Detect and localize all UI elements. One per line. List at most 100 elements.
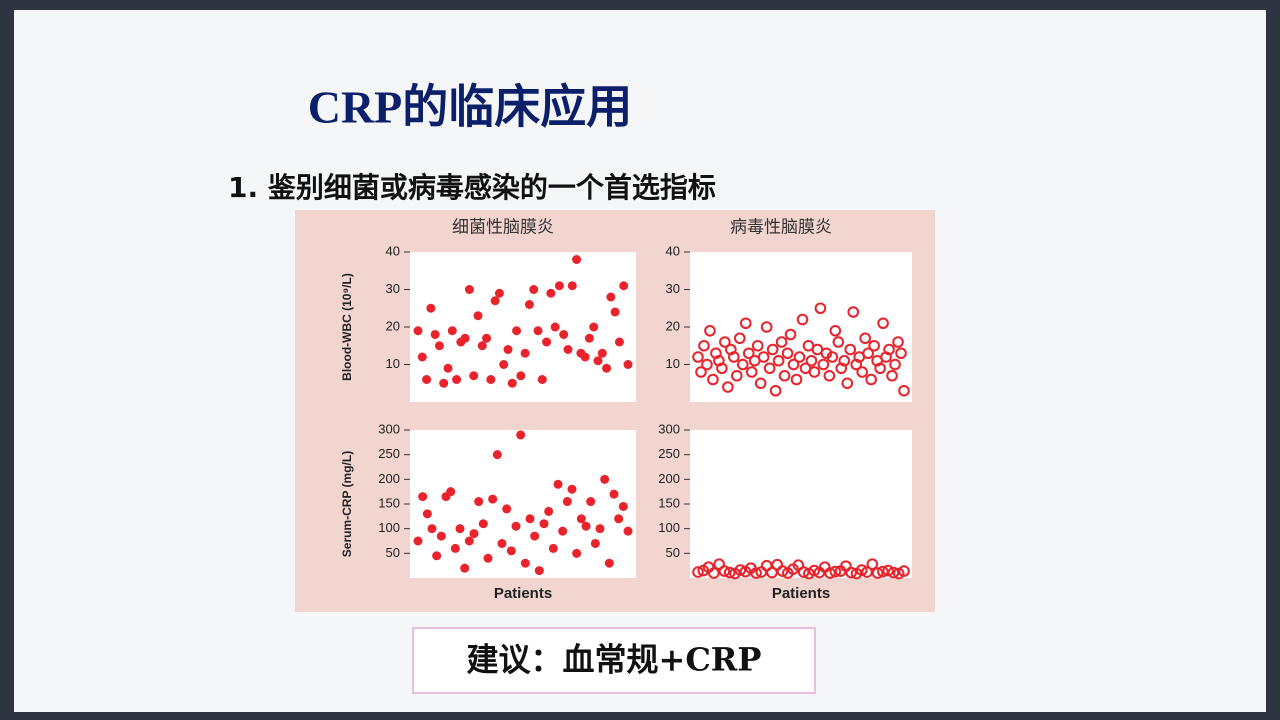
point [432,551,442,561]
point [483,553,493,563]
point [855,564,868,576]
y-tick-label: 30 [386,281,400,296]
point [898,565,910,577]
point [586,497,596,507]
y-tick-label: 30 [666,281,680,296]
point [719,336,731,348]
point [745,366,758,378]
plot-area [690,430,912,578]
point [567,484,577,494]
y-tick-label: 100 [378,520,400,535]
point [477,341,487,351]
point [861,566,873,578]
point [829,565,842,578]
point [882,564,894,577]
y-tick-label: 250 [658,446,680,461]
point [725,343,737,356]
point [614,514,624,524]
y-tick-label: 100 [658,520,680,535]
point [413,326,423,336]
point [548,543,558,553]
point [534,566,544,576]
point [750,567,762,579]
point [562,497,572,507]
point [539,519,549,529]
point [558,526,568,536]
point [447,326,457,336]
suggestion: 建议：血常规+CRP [467,641,762,679]
point [865,373,877,386]
point [808,564,821,577]
point [796,313,809,326]
point [787,358,800,371]
point [559,330,569,339]
point [546,288,556,298]
point [488,494,498,504]
point [436,531,446,541]
point [593,356,603,366]
point [464,285,474,294]
point [490,296,500,306]
point [418,492,428,502]
point [824,567,836,579]
point [887,566,900,579]
point [874,362,886,375]
point [763,362,776,375]
point [446,487,456,497]
x-axis-label: Patients [494,585,552,602]
point [826,351,839,363]
y-tick-label: 50 [666,545,680,560]
point [516,430,526,440]
point [525,514,535,524]
point [544,506,554,516]
point [692,351,704,363]
point [520,558,530,568]
point [550,322,560,332]
point [512,326,522,336]
point [469,529,479,539]
point [426,303,436,313]
point [502,504,512,514]
point [537,375,547,384]
point [723,566,736,579]
point [469,371,479,381]
point [707,373,719,386]
point [595,524,605,534]
point [698,339,710,352]
point [455,524,465,534]
point [778,369,791,382]
point [530,531,540,541]
point [506,546,516,556]
point [597,348,607,358]
point [524,300,534,309]
point [814,302,827,315]
point [805,354,818,367]
y-tick-label: 50 [386,545,400,560]
y-tick-label: 300 [378,421,400,436]
point [460,333,470,343]
point [520,348,530,358]
point [413,536,423,546]
point [880,351,892,363]
point [859,332,871,345]
point [614,337,624,347]
point [584,333,594,343]
point [868,339,880,352]
point [464,536,474,546]
point [567,281,577,291]
y-axis-label: Serum-CRP (mg/L) [340,451,354,557]
point [886,369,898,382]
point [877,565,889,578]
point [606,292,616,302]
y-tick-label: 40 [666,243,680,258]
point [841,377,854,390]
point [460,563,470,573]
point [728,351,740,363]
point [754,377,767,390]
point [889,358,901,371]
point [572,255,582,264]
point [733,332,746,345]
suggestion-box [412,627,816,694]
point [751,339,764,352]
